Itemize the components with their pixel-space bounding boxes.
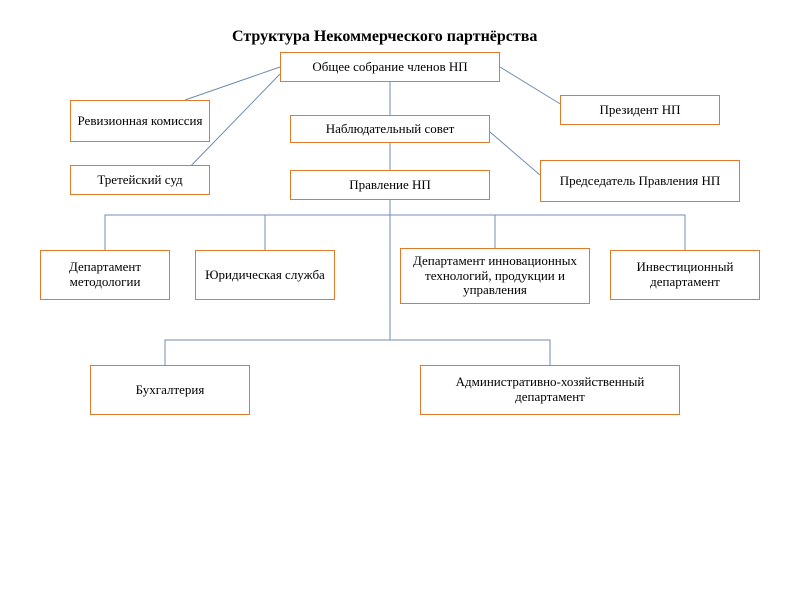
node-label: Общее собрание членов НП <box>312 60 467 75</box>
node-innovation: Департамент инновационных технологий, пр… <box>400 248 590 304</box>
node-admin: Административно-хозяйственный департамен… <box>420 365 680 415</box>
node-board: Правление НП <box>290 170 490 200</box>
node-arbitration: Третейский суд <box>70 165 210 195</box>
node-accounting: Бухгалтерия <box>90 365 250 415</box>
node-assembly: Общее собрание членов НП <box>280 52 500 82</box>
node-investment: Инвестиционный департамент <box>610 250 760 300</box>
node-label: Наблюдательный совет <box>326 122 455 137</box>
node-revision: Ревизионная комиссия <box>70 100 210 142</box>
node-label: Юридическая служба <box>205 268 325 283</box>
node-legal: Юридическая служба <box>195 250 335 300</box>
node-label: Бухгалтерия <box>136 383 205 398</box>
node-council: Наблюдательный совет <box>290 115 490 143</box>
chart-title: Структура Некоммерческого партнёрства <box>232 28 537 46</box>
node-methodology: Департамент методологии <box>40 250 170 300</box>
node-label: Департамент инновационных технологий, пр… <box>405 254 585 299</box>
node-label: Административно-хозяйственный департамен… <box>425 375 675 405</box>
node-president: Президент НП <box>560 95 720 125</box>
node-label: Ревизионная комиссия <box>78 114 203 129</box>
node-label: Инвестиционный департамент <box>615 260 755 290</box>
node-chairman: Председатель Правления НП <box>540 160 740 202</box>
node-label: Третейский суд <box>97 173 182 188</box>
org-chart-canvas: { "chart": { "type": "tree", "canvas": {… <box>0 0 800 600</box>
node-label: Департамент методологии <box>45 260 165 290</box>
node-label: Правление НП <box>349 178 431 193</box>
node-label: Президент НП <box>600 103 681 118</box>
node-label: Председатель Правления НП <box>560 174 721 189</box>
